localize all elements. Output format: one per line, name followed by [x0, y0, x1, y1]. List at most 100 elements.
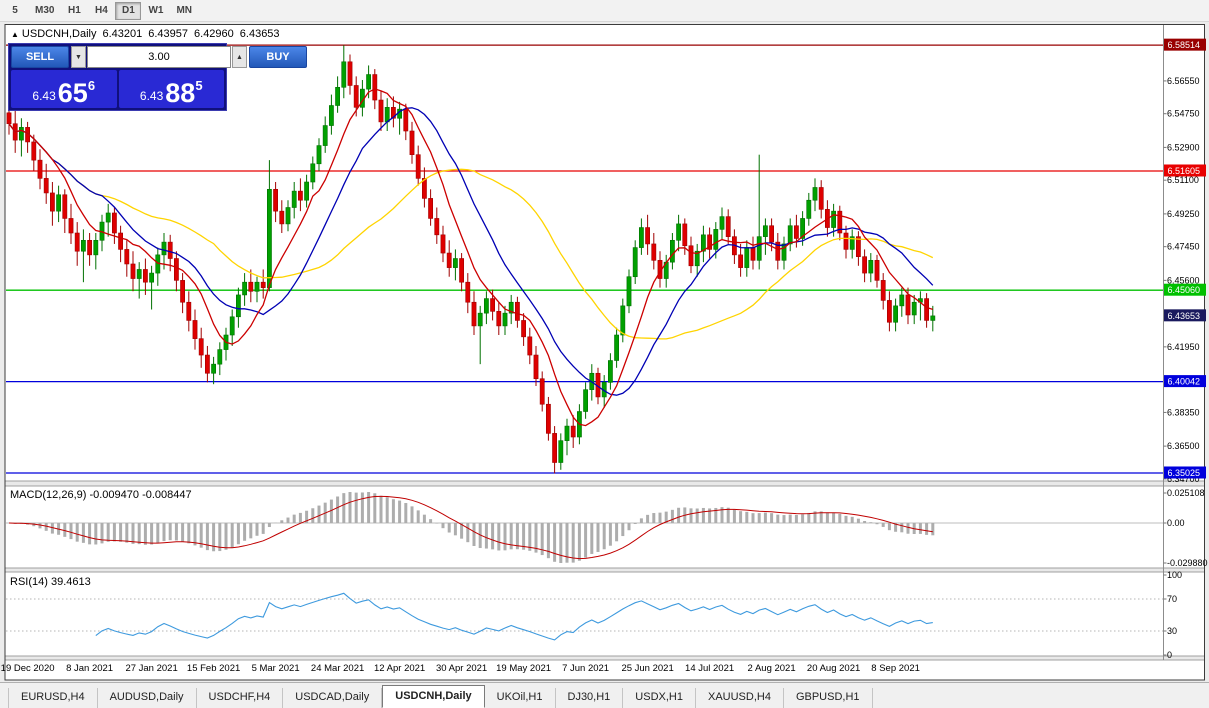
- hline-price-box: [1164, 164, 1206, 177]
- candle-body: [738, 254, 743, 268]
- candle-body: [502, 312, 508, 327]
- hline-price-box: [1164, 283, 1206, 296]
- date-axis: 19 Dec 2020 8 Jan 2021 27 Jan 2021 15 Feb 2…: [1, 663, 920, 674]
- candle-body: [564, 425, 570, 441]
- candle-body: [390, 107, 396, 119]
- hline-price-box: [1164, 466, 1206, 479]
- candle-body: [862, 256, 867, 274]
- rsi-axis-label: 0: [1167, 650, 1172, 660]
- candle-body: [893, 305, 898, 323]
- rsi-line: [95, 592, 933, 641]
- volume-input[interactable]: [87, 46, 231, 68]
- candle-body: [638, 227, 644, 248]
- volume-control: ▼ ▲: [71, 46, 247, 68]
- candle-body: [651, 243, 657, 261]
- chart-tab-eurusd-h4[interactable]: EURUSD,H4: [8, 688, 98, 708]
- chart-tab-gbpusd-h1[interactable]: GBPUSD,H1: [784, 688, 873, 708]
- candle-body: [421, 178, 427, 199]
- candle-body: [229, 316, 235, 336]
- candle-body: [37, 159, 43, 179]
- volume-increase-button[interactable]: ▲: [232, 46, 247, 68]
- candle-body: [428, 198, 433, 219]
- timeframe-toolbar: 5 M30 H1 H4 D1 W1 MN: [0, 0, 1209, 22]
- candle-body: [217, 349, 223, 365]
- timeframe-button-mn[interactable]: MN: [170, 2, 198, 20]
- timeframe-button-m30[interactable]: M30: [29, 2, 60, 20]
- date-label: 8 Jan 2021: [66, 663, 113, 674]
- candle-body: [322, 125, 328, 146]
- candle-body: [161, 241, 167, 256]
- candle-body: [514, 301, 520, 321]
- candle-body: [527, 336, 533, 356]
- chart-tab-dj30-h1[interactable]: DJ30,H1: [556, 688, 624, 708]
- sell-price-display[interactable]: 6.43 65 6: [11, 70, 117, 108]
- candle-body: [682, 223, 688, 247]
- candle-body: [378, 99, 384, 123]
- sell-price-superscript: 6: [87, 78, 96, 93]
- candle-body: [570, 425, 576, 438]
- candle-body: [186, 301, 192, 321]
- date-label: 19 Dec 2020: [1, 663, 55, 674]
- chart-symbol-ohlc-header: ▲ USDCNH,Daily 6.43201 6.43957 6.42960 6.4365…: [11, 28, 280, 40]
- buy-button[interactable]: BUY: [249, 46, 307, 68]
- candle-body: [56, 194, 61, 212]
- candle-body: [248, 281, 254, 292]
- current-price-box: [1164, 309, 1206, 322]
- candle-body: [273, 188, 278, 212]
- chart-tab-ukoil-h1[interactable]: UKOil,H1: [485, 688, 556, 708]
- candle-body: [242, 281, 247, 296]
- date-label: 24 Mar 2021: [311, 663, 364, 674]
- rsi-axis-label: 70: [1167, 594, 1177, 604]
- date-label: 14 Jul 2021: [685, 663, 734, 674]
- candle-body: [490, 298, 495, 312]
- trade-panel-prices: 6.43 65 6 6.43 88 5: [11, 70, 224, 108]
- timeframe-button-w1[interactable]: W1: [142, 2, 169, 20]
- chart-tab-xauusd-h4[interactable]: XAUUSD,H4: [696, 688, 784, 708]
- candle-body: [725, 216, 731, 237]
- chart-tab-audusd-daily[interactable]: AUDUSD,Daily: [98, 688, 197, 708]
- candle-body: [347, 61, 353, 86]
- candle-body: [632, 247, 638, 278]
- chart-tabs-bar: EURUSD,H4 AUDUSD,Daily USDCHF,H4 USDCAD,Dai…: [0, 682, 1209, 708]
- candle-body: [31, 141, 37, 161]
- candle-body: [43, 178, 49, 194]
- chart-tab-usdchf-h4[interactable]: USDCHF,H4: [197, 688, 284, 708]
- rsi-indicator-label: RSI(14) 39.4613: [10, 576, 91, 588]
- candle-body: [793, 225, 799, 239]
- candle-body: [924, 298, 929, 321]
- price-tick-label: 6.51100: [1167, 175, 1199, 185]
- buy-price-big: 88: [165, 78, 196, 108]
- chart-tab-usdx-h1[interactable]: USDX,H1: [623, 688, 696, 708]
- candle-body: [62, 194, 68, 219]
- moving-average-line-16: [8, 107, 934, 396]
- panel-separator[interactable]: [5, 568, 1205, 572]
- timeframe-button-h1[interactable]: H1: [61, 2, 87, 20]
- sell-button[interactable]: SELL: [11, 46, 69, 68]
- candle-body: [886, 300, 892, 323]
- candle-body: [112, 212, 117, 234]
- buy-price-small: 6.43: [139, 89, 164, 103]
- hline-price-box: [1164, 38, 1206, 51]
- candle-body: [167, 241, 173, 259]
- candle-body: [669, 239, 675, 263]
- candle-body: [341, 61, 347, 88]
- timeframe-button-5[interactable]: 5: [2, 2, 28, 20]
- candle-body: [645, 227, 650, 245]
- volume-decrease-button[interactable]: ▼: [71, 46, 86, 68]
- candle-body: [818, 187, 824, 210]
- candle-body: [508, 301, 514, 314]
- buy-price-display[interactable]: 6.43 88 5: [118, 70, 224, 108]
- candle-body: [781, 243, 787, 261]
- chart-tab-usdcnh-daily[interactable]: USDCNH,Daily: [382, 685, 485, 708]
- chart-window-frame: [4, 24, 1205, 681]
- timeframe-button-d1[interactable]: D1: [115, 1, 142, 20]
- panel-separator[interactable]: [5, 481, 1205, 486]
- date-label: 8 Sep 2021: [871, 663, 920, 674]
- panel-separator[interactable]: [5, 656, 1205, 660]
- price-tick-label: 6.41950: [1167, 342, 1200, 352]
- chart-tab-usdcad-daily[interactable]: USDCAD,Daily: [283, 688, 383, 708]
- ohlc-high: 6.43957: [148, 28, 189, 40]
- candle-body: [837, 210, 843, 234]
- timeframe-button-h4[interactable]: H4: [88, 2, 114, 20]
